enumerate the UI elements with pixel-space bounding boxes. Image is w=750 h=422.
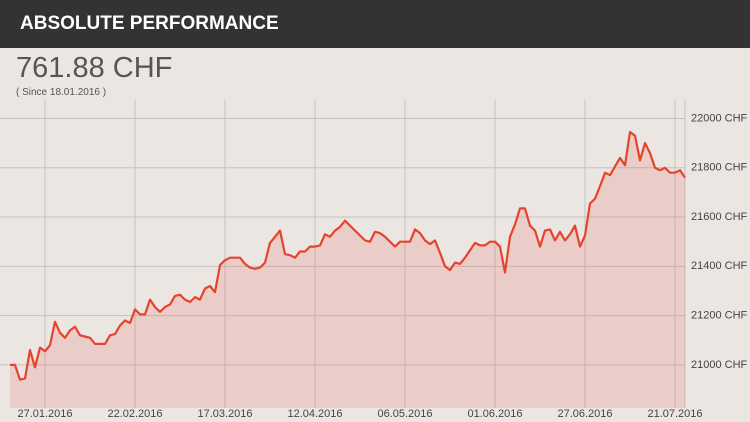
x-tick-label: 12.04.2016 [287, 408, 342, 420]
y-tick-label: 21800 CHF [691, 162, 748, 174]
x-tick-label: 06.05.2016 [377, 408, 432, 420]
x-tick-label: 21.07.2016 [647, 408, 702, 420]
header: ABSOLUTE PERFORMANCE [0, 0, 750, 48]
x-tick-label: 22.02.2016 [107, 408, 162, 420]
x-tick-label: 27.01.2016 [17, 408, 72, 420]
x-tick-label: 17.03.2016 [197, 408, 252, 420]
y-tick-label: 22000 CHF [691, 112, 748, 124]
header-title: ABSOLUTE PERFORMANCE [20, 13, 279, 34]
performance-value: 761.88 CHF [16, 52, 173, 84]
y-tick-label: 21200 CHF [691, 310, 748, 322]
x-tick-label: 27.06.2016 [557, 408, 612, 420]
area [10, 132, 685, 408]
since-date: ( Since 18.01.2016 ) [16, 87, 107, 98]
line [10, 130, 686, 381]
y-tick-label: 21000 CHF [691, 359, 748, 371]
y-tick-label: 21400 CHF [691, 260, 748, 272]
y-tick-label: 21600 CHF [691, 211, 748, 223]
x-tick-label: 01.06.2016 [467, 408, 522, 420]
